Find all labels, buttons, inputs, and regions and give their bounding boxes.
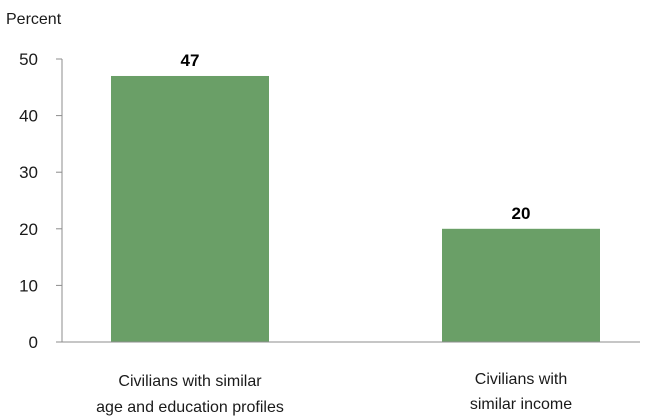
category-label-2-line-1: Civilians with	[475, 371, 567, 388]
y-tick-label: 20	[19, 220, 38, 239]
y-axis-ticks: 0 10 20 30 40 50	[19, 50, 62, 352]
y-tick-label: 10	[19, 276, 38, 295]
y-tick-label: 50	[19, 50, 38, 69]
y-tick-label: 40	[19, 107, 38, 126]
bar-1	[111, 75, 269, 342]
category-label-1-line-1: Civilians with similar	[118, 373, 262, 390]
category-label-1-line-2: age and education profiles	[96, 399, 284, 416]
y-tick-label: 0	[29, 333, 38, 352]
data-label-2: 20	[512, 204, 531, 223]
y-axis-title: Percent	[6, 11, 62, 28]
y-tick-label: 30	[19, 163, 38, 182]
bar-2	[442, 228, 600, 342]
category-label-2-line-2: similar income	[470, 396, 572, 413]
x-axis-categories: Civilians with similar age and education …	[96, 371, 572, 416]
bars: 47 20	[111, 51, 600, 342]
data-label-1: 47	[181, 51, 200, 70]
